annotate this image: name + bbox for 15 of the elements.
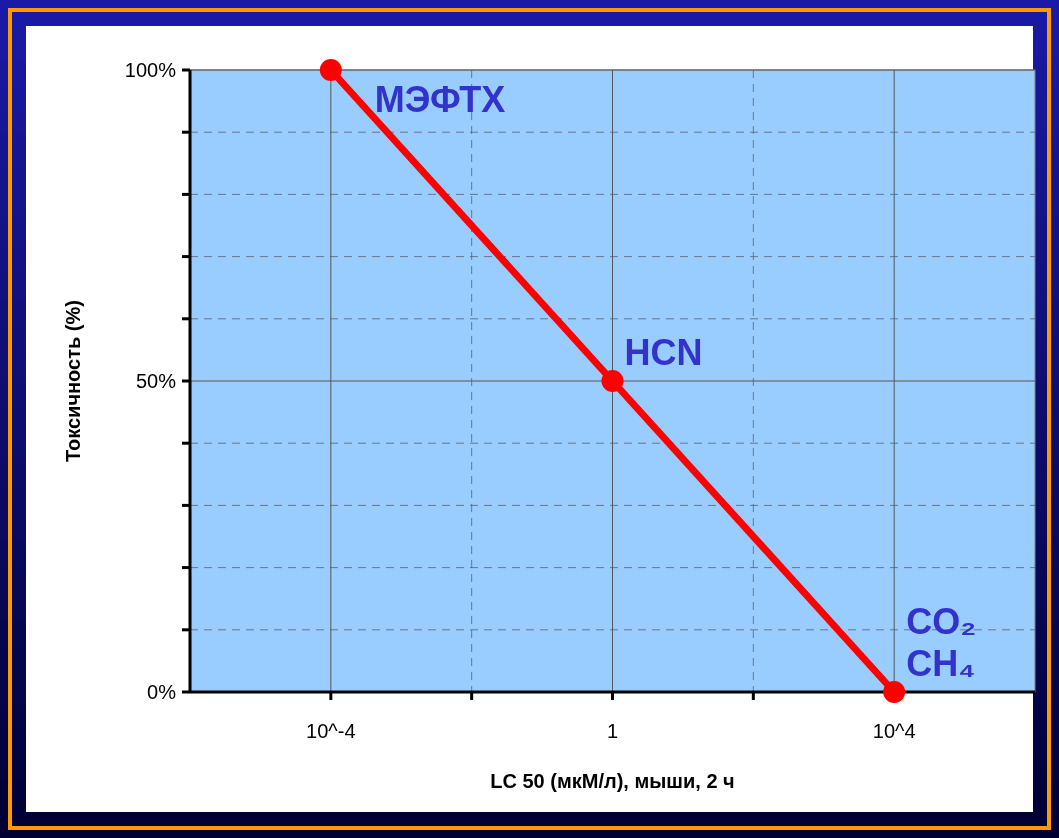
x-tick-label: 10^4 [872, 720, 916, 742]
annotation: CH₄ [906, 643, 976, 684]
x-tick-label: 1 [606, 720, 619, 742]
y-tick-label: 50% [135, 370, 177, 392]
y-axis-title: Токсичность (%) [62, 300, 84, 462]
x-tick-label: 10^-4 [306, 720, 356, 742]
x-axis-title: LC 50 (мкМ/л), мыши, 2 ч [490, 770, 735, 792]
point [883, 681, 906, 703]
point [319, 59, 342, 81]
annotation: МЭФТХ [374, 79, 506, 120]
annotation: HCN [624, 332, 703, 373]
point [601, 370, 624, 392]
y-tick-label: 100% [124, 59, 177, 81]
annotation: CO₂ [906, 601, 977, 642]
y-tick-label: 0% [147, 681, 177, 703]
